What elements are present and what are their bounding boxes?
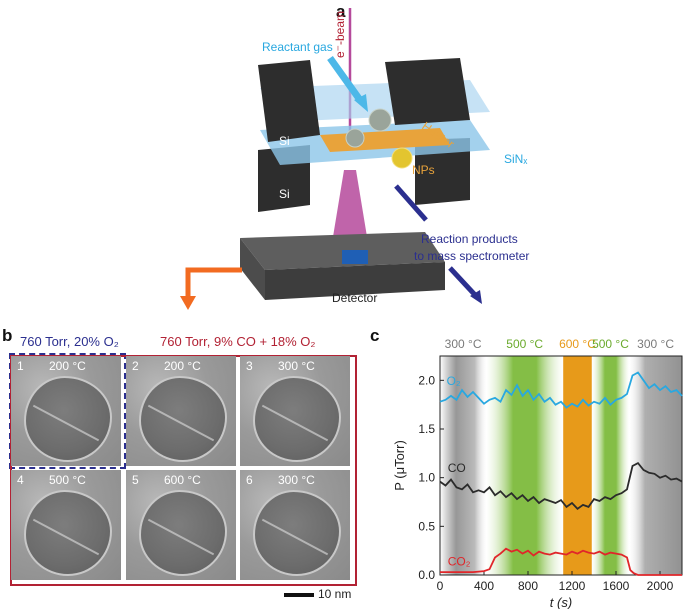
temperature-band xyxy=(486,356,564,575)
tem-image-number: 3 xyxy=(246,359,253,373)
x-tick-label: 800 xyxy=(518,579,538,593)
series-line xyxy=(439,461,683,510)
tem-image-4: 4 500 °C xyxy=(11,470,121,580)
scale-bar xyxy=(284,593,314,597)
tem-image-number: 1 xyxy=(17,359,24,373)
products-label-line1: Reaction products xyxy=(421,232,518,246)
x-tick-label: 0 xyxy=(437,579,444,593)
x-axis-label: t (s) xyxy=(550,595,572,609)
plot-frame xyxy=(439,355,683,576)
series-label: CO₂ xyxy=(448,554,471,568)
y-axis-label: P (μTorr) xyxy=(392,440,407,491)
panel-a-letter: a xyxy=(336,2,346,21)
sinx-label: SiNₓ xyxy=(504,152,528,166)
tem-image-temperature: 500 °C xyxy=(49,473,86,487)
nanoparticle-3 xyxy=(391,147,413,169)
ebeam-label: e⁻-beam xyxy=(333,10,347,58)
si-label-bottom: Si xyxy=(279,187,290,201)
si-block-top-left xyxy=(258,60,320,142)
panel-b-letter: b xyxy=(2,326,13,345)
temperature-band-label: 600 °C xyxy=(559,337,596,351)
condition-co-label: 760 Torr, 9% CO + 18% O₂ xyxy=(160,334,316,349)
si-label-top: Si xyxy=(279,134,290,148)
nanoparticle-image xyxy=(139,376,227,462)
si-block-top-right xyxy=(385,58,470,125)
x-tick-label: 400 xyxy=(474,579,494,593)
tem-image-number: 5 xyxy=(132,473,139,487)
detector-body-front xyxy=(265,262,445,300)
tem-image-number: 6 xyxy=(246,473,253,487)
panel-a-schematic xyxy=(180,8,490,310)
tem-image-temperature: 200 °C xyxy=(49,359,86,373)
nanoparticle-image xyxy=(24,490,112,576)
reactant-gas-arrow xyxy=(327,55,363,103)
nanoparticle-image xyxy=(253,490,341,576)
products-arrow-line-1 xyxy=(394,184,428,222)
transmitted-beam-cone xyxy=(330,170,370,255)
detector-body-side xyxy=(240,238,265,300)
x-tick-label: 1200 xyxy=(559,579,586,593)
temperature-band-label: 300 °C xyxy=(445,337,482,351)
detector-signal-arrow xyxy=(185,267,242,300)
detector-label: Detector xyxy=(332,291,378,305)
temperature-band xyxy=(629,356,682,575)
temperature-band xyxy=(591,356,630,575)
tem-image-temperature: 600 °C xyxy=(164,473,201,487)
tem-image-6: 6 300 °C xyxy=(240,470,350,580)
temperature-band-label: 500 °C xyxy=(506,337,543,351)
nanoparticle-image xyxy=(24,376,112,462)
temperature-band-label: 300 °C xyxy=(637,337,674,351)
products-label-line2: to mass spectrometer xyxy=(414,249,530,263)
products-arrow-line-2 xyxy=(448,266,478,298)
nanoparticle-image xyxy=(139,490,227,576)
nanoparticle-1 xyxy=(368,108,392,132)
si-block-bottom-right xyxy=(415,138,470,205)
y-tick-label: 0.0 xyxy=(418,568,435,582)
series-label: O₂ xyxy=(447,374,461,388)
series-line xyxy=(439,371,683,409)
y-tick-label: 1.5 xyxy=(418,422,435,436)
scale-bar-label: 10 nm xyxy=(318,587,352,601)
tem-image-temperature: 200 °C xyxy=(164,359,201,373)
nanoparticle-image xyxy=(253,376,341,462)
series-label: CO xyxy=(448,461,466,475)
tem-image-temperature: 300 °C xyxy=(278,473,315,487)
tem-image-5: 5 600 °C xyxy=(126,470,236,580)
nanoparticle-2 xyxy=(345,128,365,148)
y-tick-label: 1.0 xyxy=(418,471,435,485)
series-line xyxy=(440,547,682,576)
temperature-band-label: 500 °C xyxy=(592,337,629,351)
nps-label: NPs xyxy=(412,163,435,177)
tem-image-number: 4 xyxy=(17,473,24,487)
tem-image-2: 2 200 °C xyxy=(126,356,236,466)
tem-image-1: 1 200 °C xyxy=(11,356,121,466)
reactant-gas-label: Reactant gas xyxy=(262,40,333,54)
y-tick-label: 0.5 xyxy=(418,519,435,533)
tem-image-temperature: 300 °C xyxy=(278,359,315,373)
tem-image-number: 2 xyxy=(132,359,139,373)
temperature-band xyxy=(563,356,592,575)
y-tick-label: 2.0 xyxy=(418,373,435,387)
x-tick-label: 1600 xyxy=(603,579,630,593)
condition-o2-label: 760 Torr, 20% O₂ xyxy=(20,334,119,349)
tem-image-3: 3 300 °C xyxy=(240,356,350,466)
panel-c-letter: c xyxy=(370,326,380,345)
detector-sensor xyxy=(342,250,368,264)
x-tick-label: 2000 xyxy=(647,579,674,593)
